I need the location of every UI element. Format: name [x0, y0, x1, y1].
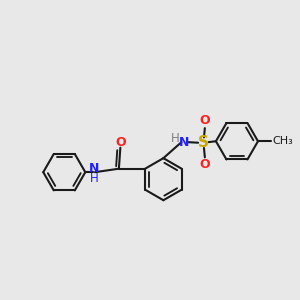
Text: S: S — [198, 135, 209, 150]
Text: H: H — [171, 132, 179, 145]
Text: N: N — [178, 136, 189, 148]
Text: O: O — [200, 114, 210, 127]
Text: H: H — [90, 172, 98, 184]
Text: N: N — [89, 162, 99, 175]
Text: O: O — [115, 136, 126, 149]
Text: O: O — [200, 158, 210, 171]
Text: CH₃: CH₃ — [273, 136, 293, 146]
